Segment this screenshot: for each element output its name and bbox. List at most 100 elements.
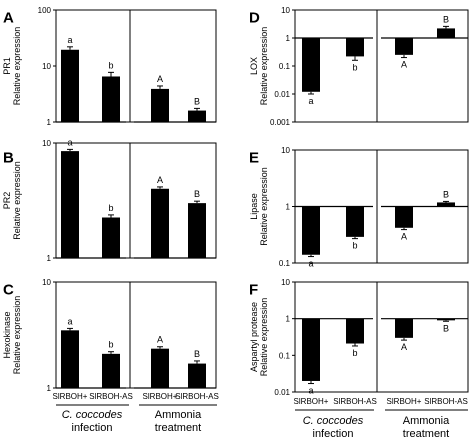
significance-letter-d-2: A [401,60,407,70]
significance-letter-c-0: a [67,316,72,326]
bar-c-2 [151,348,169,388]
bar-c-1 [102,353,120,388]
bar-e-3 [437,202,455,207]
x-tick-label-right-3: SlRBOH+ [387,397,422,406]
group-label-right-infection-line1: C. coccodes [303,415,364,427]
bar-c-3 [188,363,206,388]
panel-letter-e: E [249,149,259,166]
significance-letter-e-0: a [308,259,313,269]
significance-letter-e-3: B [443,189,449,199]
plot-frame-d [294,9,469,123]
significance-letter-e-1: b [352,241,357,251]
significance-letter-b-3: B [194,189,200,199]
y-tick-label-e-0: 0.1 [279,259,291,268]
bar-d-2 [395,38,413,55]
significance-letter-c-3: B [194,349,200,359]
y-axis-gene-label-a: PR1 [2,57,12,75]
group-label-left-ammonia-line1: Ammonia [155,409,202,421]
significance-letter-a-2: A [157,74,163,84]
y-axis-label-f: Relative expression [259,298,269,377]
panel-c: C Hexokinase Relative expression 1 10 a b A B [2,278,217,393]
group-label-right-ammonia-line2: treatment [403,428,449,440]
significance-letter-c-1: b [108,340,113,350]
significance-letter-f-1: b [352,348,357,358]
group-label-left-ammonia-line2: treatment [155,422,201,434]
x-tick-label-left-1: SlRBOH+ [53,392,88,401]
y-tick-label-f-2: 1 [286,315,291,324]
bar-e-2 [395,206,413,228]
x-axis-labels: SlRBOH+ SlRBOH-AS SlRBOH+ SlRBOH-AS SlRB… [53,392,468,440]
y-axis-gene-label-e: Lipase [249,193,259,220]
bar-f-0 [302,318,320,381]
y-tick-label-f-3: 10 [281,278,290,287]
y-tick-label-b-1: 10 [42,139,51,148]
bar-f-3 [437,318,455,321]
x-tick-label-right-4: SlRBOH-AS [424,397,468,406]
bar-a-2 [151,88,169,122]
bar-a-3 [188,110,206,122]
y-tick-label-d-3: 1 [286,34,291,43]
panel-letter-b: B [3,149,14,166]
y-axis-gene-label-b: PR2 [2,192,12,210]
panel-letter-a: A [3,9,14,26]
plot-frame-f [294,281,469,393]
y-axis-gene-label-f: Aspartyl protease [249,302,259,372]
significance-letter-f-3: B [443,323,449,333]
bar-b-2 [151,188,169,258]
y-tick-label-c-0: 1 [47,384,52,393]
y-tick-label-d-4: 10 [281,6,290,15]
significance-letter-a-1: b [108,60,113,70]
significance-letter-f-0: a [308,386,313,396]
significance-letter-a-3: B [194,96,200,106]
y-tick-label-c-1: 10 [42,278,51,287]
y-axis-label-b: Relative expression [12,161,22,240]
bar-d-1 [346,38,364,57]
significance-letter-a-0: a [67,35,72,45]
panel-d: D LOX Relative expression 0.001 0.01 0.1 1 10 a b… [249,6,469,127]
y-axis-gene-label-c: Hexokinase [2,311,12,358]
x-tick-label-right-2: SlRBOH-AS [333,397,377,406]
panel-b: B PR2 Relative expression 1 10 a b A B [2,137,217,263]
bar-a-1 [102,76,120,122]
bar-d-0 [302,38,320,92]
y-axis-label-a: Relative expression [12,27,22,106]
x-tick-label-left-3: SlRBOH+ [143,392,178,401]
significance-letter-c-2: A [157,335,163,345]
significance-letter-e-2: A [401,232,407,242]
group-label-left-infection-line1: C. coccodes [62,409,123,421]
y-tick-label-a-2: 100 [38,6,52,15]
significance-letter-b-0: a [67,137,72,147]
significance-letter-d-0: a [308,96,313,106]
panel-letter-f: F [249,281,258,298]
y-tick-label-d-1: 0.01 [274,90,290,99]
bar-e-1 [346,206,364,237]
panel-e: E Lipase Relative expression 0.1 1 10 a b A B [249,146,469,269]
y-tick-label-f-1: 0.1 [279,351,291,360]
y-axis-gene-label-d: LOX [249,57,259,75]
significance-letter-d-1: b [352,62,357,72]
panel-letter-c: C [3,281,14,298]
y-axis-label-d: Relative expression [259,27,269,106]
panel-a: A PR1 Relative expression 1 10 100 a b A B [2,6,217,127]
bar-b-3 [188,203,206,258]
bar-e-0 [302,206,320,255]
y-tick-label-e-2: 10 [281,146,290,155]
plot-frame-a [55,9,217,123]
y-tick-label-f-0: 0.01 [274,388,290,397]
y-tick-label-b-0: 1 [47,254,52,263]
group-label-left-infection-line2: infection [72,422,113,434]
bar-b-1 [102,217,120,258]
bar-f-2 [395,318,413,338]
bar-a-0 [61,49,79,123]
panel-f: F Aspartyl protease Relative expression 0.0… [249,278,469,397]
y-tick-label-d-0: 0.001 [270,118,291,127]
x-tick-label-right-1: SlRBOH+ [294,397,329,406]
y-tick-label-a-0: 1 [47,118,52,127]
y-tick-label-a-1: 10 [42,62,51,71]
y-axis-label-c: Relative expression [12,296,22,375]
bar-f-1 [346,318,364,344]
y-tick-label-d-2: 0.1 [279,62,291,71]
y-axis-label-e: Relative expression [259,167,269,246]
